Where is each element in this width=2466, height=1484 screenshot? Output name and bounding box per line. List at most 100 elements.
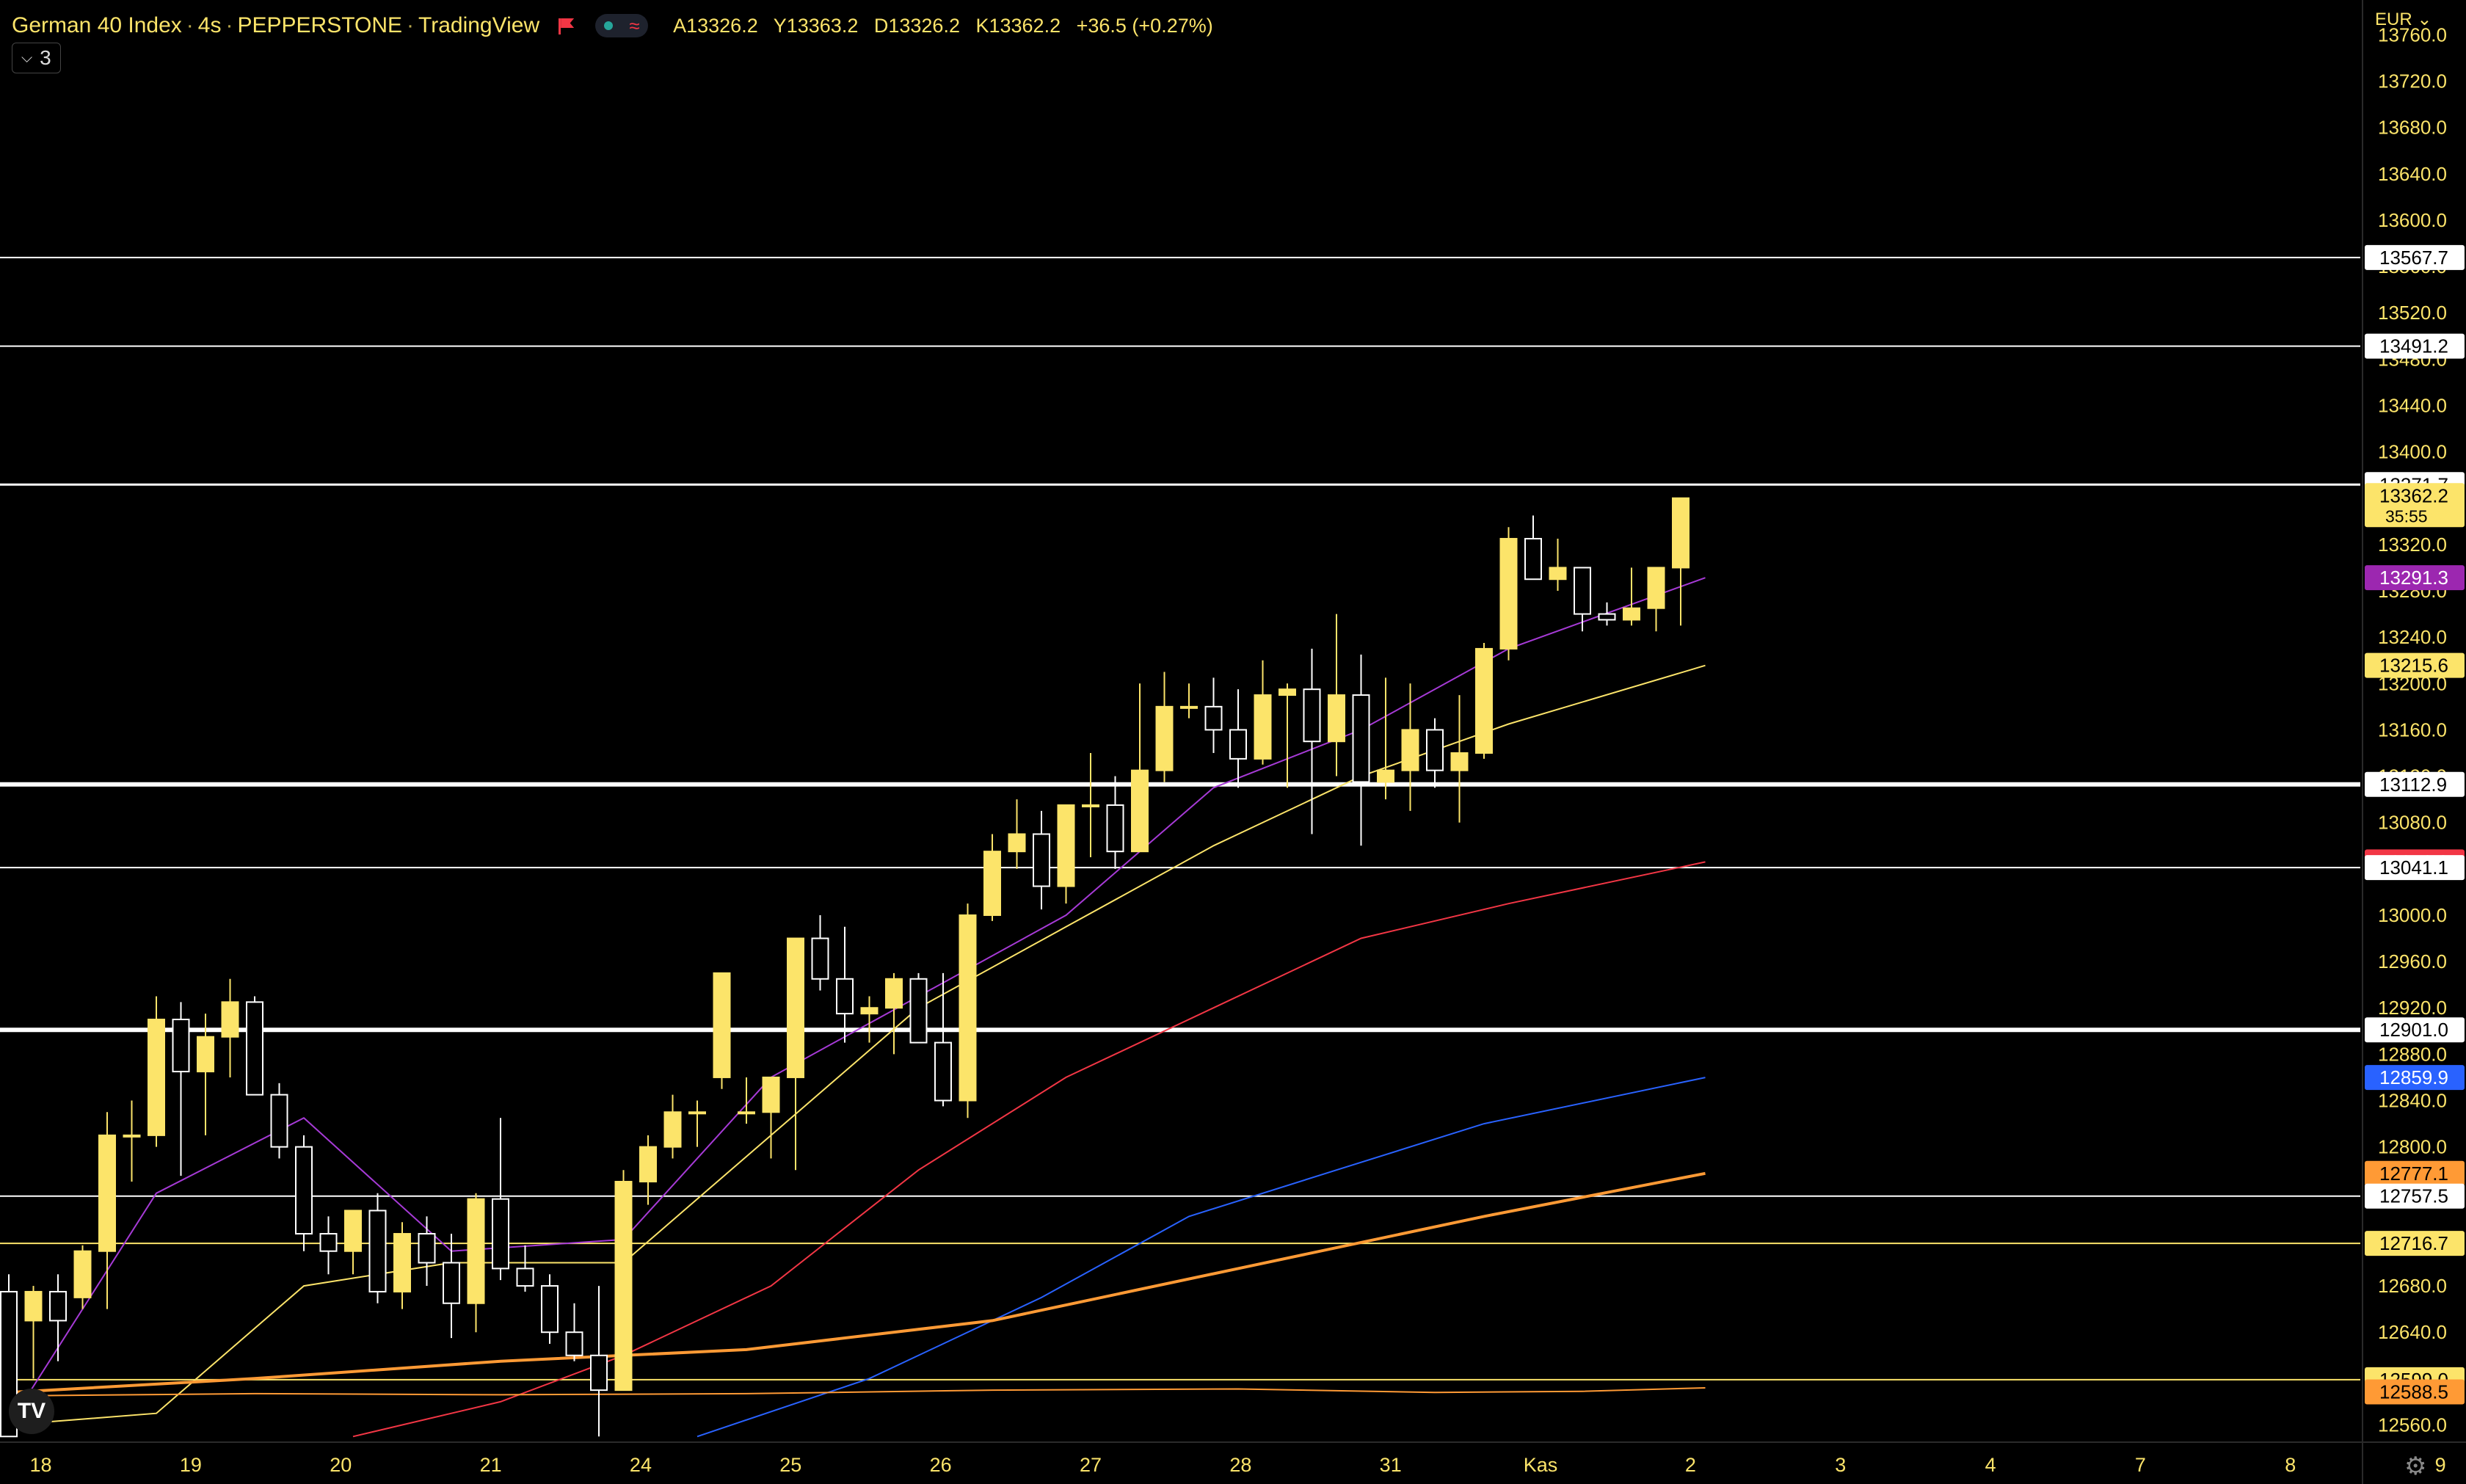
- candle-body: [123, 1134, 141, 1138]
- moving-average-line: [8, 1387, 1706, 1397]
- gear-icon[interactable]: ⚙: [2404, 1452, 2427, 1480]
- price-label-text: 13215.6: [2379, 655, 2448, 677]
- candle-body: [959, 914, 977, 1102]
- candle-body: [811, 937, 829, 980]
- candle-body: [1008, 833, 1026, 853]
- time-tick-label: 18: [30, 1454, 52, 1476]
- candle-body: [1033, 833, 1050, 887]
- candle-body: [148, 1019, 165, 1136]
- candle-body: [197, 1036, 214, 1073]
- candle-body: [1180, 705, 1198, 709]
- time-tick-label: 28: [1229, 1454, 1251, 1476]
- price-label-box: [2365, 855, 2465, 881]
- time-tick-label: 26: [930, 1454, 952, 1476]
- candle-body: [713, 972, 731, 1078]
- price-tick-label: 13000.0: [2378, 904, 2447, 926]
- candle-body: [1328, 694, 1345, 743]
- symbol-name[interactable]: German 40 Index: [12, 13, 182, 37]
- ohlc-values: A13326.2 Y13363.2 D13326.2 K13362.2 +36.…: [673, 15, 1223, 37]
- candle-body: [738, 1111, 755, 1115]
- candle-body: [319, 1233, 338, 1252]
- tradingview-logo-icon[interactable]: TV: [9, 1389, 54, 1434]
- time-tick-label: 7: [2135, 1454, 2146, 1476]
- candle-body: [565, 1331, 583, 1356]
- time-tick-label: 8: [2285, 1454, 2296, 1476]
- candle-body: [295, 1146, 313, 1235]
- price-tick-label: 12880.0: [2378, 1043, 2447, 1065]
- price-tick-label: 13640.0: [2378, 163, 2447, 185]
- candle-body: [762, 1076, 780, 1113]
- indicators-count: 3: [40, 46, 51, 69]
- candle-body: [1672, 497, 1690, 569]
- price-tick-label: 13520.0: [2378, 302, 2447, 324]
- time-tick-label: 27: [1080, 1454, 1102, 1476]
- candle-body: [688, 1111, 706, 1115]
- candle-body: [787, 937, 804, 1078]
- candle-body: [172, 1019, 190, 1073]
- price-label-box: [2365, 1379, 2465, 1405]
- candle-body: [1082, 804, 1099, 808]
- chart-header: German 40 Index · 4s · PEPPERSTONE · Tra…: [12, 7, 1223, 44]
- price-tick-label: 13720.0: [2378, 70, 2447, 92]
- price-tick-label: 13240.0: [2378, 626, 2447, 648]
- price-tick-label: 12640.0: [2378, 1321, 2447, 1343]
- candle-body: [73, 1250, 92, 1298]
- status-indicator[interactable]: ≈: [595, 14, 649, 37]
- candle-body: [1303, 688, 1321, 743]
- flag-icon[interactable]: [557, 17, 575, 34]
- candle-body: [983, 851, 1001, 916]
- candle-body: [49, 1290, 67, 1322]
- time-tick-label: Kas: [1524, 1454, 1558, 1476]
- price-label-text: 13567.7: [2379, 247, 2448, 269]
- price-label-box: [2365, 565, 2465, 591]
- candle-body: [639, 1146, 657, 1183]
- open-value: A13326.2: [673, 14, 758, 37]
- candle-body: [1426, 729, 1444, 771]
- candle-body: [418, 1233, 436, 1264]
- time-tick-label: 3: [1835, 1454, 1846, 1476]
- moving-average-line: [696, 1077, 1706, 1438]
- price-label-box: [2365, 1160, 2465, 1186]
- candle-body: [98, 1134, 116, 1252]
- candle-body: [246, 1001, 263, 1096]
- price-label-text: 13291.3: [2379, 567, 2448, 589]
- price-tick-label: 13320.0: [2378, 534, 2447, 556]
- candle-body: [909, 978, 928, 1044]
- candle-body: [1229, 729, 1247, 760]
- time-axis-divider: [0, 1441, 2466, 1443]
- candle-body: [1623, 607, 1640, 621]
- price-label-box: [2365, 771, 2465, 797]
- price-label-text: 12588.5: [2379, 1381, 2448, 1403]
- candle-body: [443, 1262, 460, 1304]
- time-tick-label: 20: [330, 1454, 352, 1476]
- price-label-box: [2365, 652, 2465, 678]
- candle-body: [1475, 647, 1493, 754]
- currency-selector[interactable]: EUR ⌄: [2375, 9, 2432, 30]
- candle-body: [1057, 804, 1075, 887]
- candle-body: [516, 1267, 534, 1287]
- candle-body: [1450, 752, 1469, 771]
- price-label-text: 12777.1: [2379, 1163, 2448, 1185]
- price-label-text: 13362.2: [2379, 484, 2448, 506]
- candle-body: [1279, 688, 1296, 696]
- price-label-box: [2365, 1017, 2465, 1043]
- candle-body: [1401, 729, 1419, 771]
- platform-label: TradingView: [418, 13, 540, 37]
- indicators-toggle-button[interactable]: ⌵ 3: [12, 43, 61, 73]
- broker-label: PEPPERSTONE: [237, 13, 403, 37]
- candle-body: [1155, 705, 1174, 771]
- candle-body: [344, 1210, 362, 1252]
- time-tick-label: 24: [630, 1454, 652, 1476]
- price-label-box: [2365, 333, 2465, 359]
- candle-body: [1574, 567, 1591, 615]
- price-label-text: 13491.2: [2379, 335, 2448, 357]
- candle-body: [368, 1210, 387, 1292]
- time-tick-label: 2: [1685, 1454, 1696, 1476]
- time-tick-label: 21: [480, 1454, 502, 1476]
- price-label-box: [2365, 1231, 2465, 1256]
- currency-label: EUR: [2375, 10, 2412, 29]
- interval-label[interactable]: 4s: [197, 13, 222, 37]
- price-tick-label: 13400.0: [2378, 441, 2447, 463]
- price-tick-label: 12800.0: [2378, 1136, 2447, 1158]
